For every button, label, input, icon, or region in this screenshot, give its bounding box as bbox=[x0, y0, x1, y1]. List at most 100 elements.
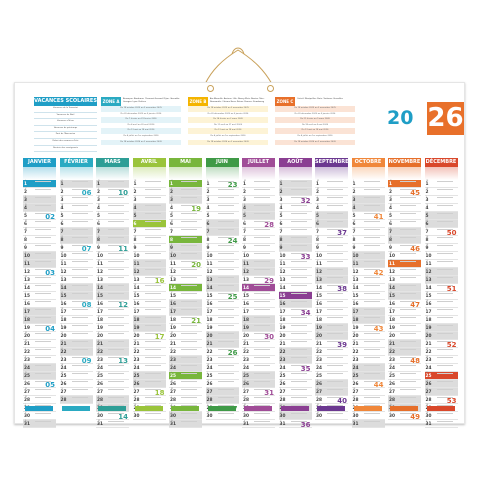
day-row: S 23 bbox=[169, 356, 202, 364]
saint-name-line bbox=[181, 341, 197, 343]
day-number: 25 bbox=[316, 374, 322, 379]
day-number: 19 bbox=[170, 326, 176, 331]
day-number: 7 bbox=[425, 230, 429, 235]
weekday-letter: M bbox=[244, 180, 246, 182]
day-row: V 20 bbox=[59, 332, 93, 340]
day-number: 15 bbox=[352, 294, 359, 299]
weekday-letter: D bbox=[280, 412, 283, 414]
saint-name-line bbox=[71, 221, 88, 223]
day-number: 23 bbox=[425, 358, 432, 363]
day-row: S 16 bbox=[169, 300, 202, 308]
weekday-letter: S bbox=[98, 228, 100, 230]
week-number: 17 bbox=[154, 333, 165, 341]
weekday-letter: M bbox=[98, 252, 100, 254]
saint-name-line bbox=[327, 365, 343, 367]
week-number: 44 bbox=[373, 381, 384, 389]
day-number: 19 bbox=[425, 326, 432, 331]
day-row: L 16 12 bbox=[96, 300, 129, 309]
week-number: 12 bbox=[118, 301, 128, 309]
saint-name-line bbox=[436, 197, 453, 199]
weekday-letter: M bbox=[426, 404, 429, 406]
weekday-letter: M bbox=[134, 348, 137, 350]
day-row: S 14 bbox=[59, 284, 93, 292]
day-row: S 21 bbox=[59, 340, 93, 348]
saint-name-line bbox=[108, 365, 124, 367]
weekday-letter: L bbox=[280, 252, 282, 254]
week-number: 25 bbox=[227, 293, 238, 301]
weekday-letter: V bbox=[280, 228, 282, 230]
day-number: 4 bbox=[133, 206, 137, 211]
weekday-letter: J bbox=[353, 236, 355, 238]
saint-name-line bbox=[35, 325, 51, 327]
day-number: 4 bbox=[316, 206, 319, 211]
weekday-letter: J bbox=[171, 340, 172, 342]
week-number: 43 bbox=[373, 325, 384, 333]
day-number: 26 bbox=[279, 382, 286, 387]
saint-name-line bbox=[327, 373, 343, 375]
day-row: M 10 bbox=[96, 252, 129, 260]
day-number: 21 bbox=[425, 342, 432, 347]
weekday-letter: V bbox=[244, 420, 246, 422]
weekday-letter: S bbox=[244, 260, 246, 262]
weekday-letter: S bbox=[353, 196, 355, 198]
saint-name-line bbox=[71, 381, 88, 383]
day-number: 23 bbox=[279, 358, 286, 363]
weekday-letter: M bbox=[280, 324, 283, 326]
day-row: D 31 bbox=[169, 420, 202, 428]
weekday-letter: M bbox=[390, 364, 392, 366]
day-number: 8 bbox=[60, 238, 64, 243]
day-row: D 11 bbox=[23, 260, 56, 268]
week-number: 53 bbox=[446, 397, 457, 405]
day-row: S 10 bbox=[351, 252, 385, 260]
day-number: 8 bbox=[206, 238, 210, 243]
weekday-letter: S bbox=[171, 300, 173, 302]
weekday-letter: M bbox=[207, 412, 210, 414]
day-row: S 26 bbox=[315, 380, 348, 388]
day-number: 12 bbox=[97, 270, 103, 275]
day-row: V 18 bbox=[315, 316, 348, 324]
month-column: MAI V 1 S 2 D 3 L 4 19 M 5 M 6 J 7 V 8 S 9 D 10 L 11 20 M 12 M 13 J 14… bbox=[169, 158, 202, 428]
saint-name-line bbox=[400, 405, 416, 407]
day-number: 19 bbox=[316, 326, 322, 331]
day-number: 7 bbox=[170, 230, 173, 235]
weekday-letter: J bbox=[317, 308, 318, 310]
saint-name-line bbox=[327, 293, 343, 295]
saint-name-line bbox=[35, 357, 51, 359]
saint-name-line bbox=[181, 213, 197, 215]
day-row: M 28 bbox=[242, 396, 275, 404]
weekday-letter: J bbox=[280, 276, 282, 278]
day-row: D 18 bbox=[23, 316, 56, 324]
saint-name-line bbox=[400, 333, 416, 335]
saint-name-line bbox=[290, 317, 307, 319]
weekday-letter: M bbox=[98, 196, 100, 198]
week-number: 49 bbox=[410, 413, 420, 421]
day-number: 17 bbox=[97, 310, 103, 315]
weekday-letter: V bbox=[353, 244, 355, 246]
day-row: S 18 bbox=[132, 316, 166, 324]
saint-name-line bbox=[35, 189, 51, 191]
saint-name-line bbox=[290, 349, 307, 351]
saint-name-line bbox=[217, 253, 234, 255]
saint-name-line bbox=[254, 373, 270, 375]
day-row: S 12 bbox=[424, 268, 458, 276]
zone-date: Du 18 octobre 2025 au 3 novembre 2025 bbox=[101, 106, 181, 112]
weekday-letter: L bbox=[98, 244, 100, 246]
month-footer-tab bbox=[134, 406, 163, 411]
saint-name-line bbox=[144, 221, 161, 223]
weekday-letter: L bbox=[280, 196, 282, 198]
weekday-letter: M bbox=[353, 388, 356, 390]
day-number: 16 bbox=[279, 302, 286, 307]
saint-name-line bbox=[254, 277, 270, 279]
weekday-letter: L bbox=[61, 356, 63, 358]
weekday-letter: J bbox=[134, 300, 136, 302]
saint-name-line bbox=[436, 341, 453, 343]
month-gradient bbox=[205, 167, 239, 180]
